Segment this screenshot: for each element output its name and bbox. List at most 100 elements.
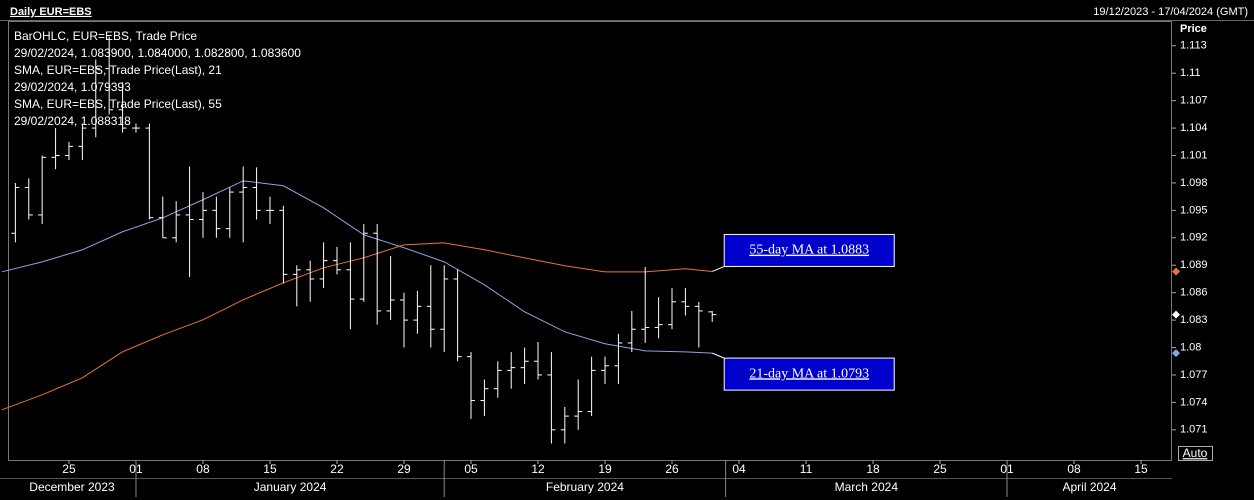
legend-line: 29/02/2024, 1.083900, 1.084000, 1.082800… — [14, 46, 301, 60]
x-tick-label: 25 — [62, 462, 76, 476]
ohlc-bar — [64, 141, 73, 161]
legend-line: 29/02/2024, 1.079393 — [14, 80, 131, 94]
auto-button-label[interactable]: Auto — [1183, 446, 1208, 460]
x-tick-label: 18 — [866, 462, 880, 476]
ohlc-bar — [668, 288, 677, 330]
y-tick-label: 1.071 — [1180, 424, 1208, 436]
ohlc-bar — [252, 167, 261, 220]
ohlc-bar — [547, 352, 556, 444]
month-label: January 2024 — [254, 480, 327, 494]
y-tick-label: 1.107 — [1180, 95, 1208, 107]
x-tick-label: 12 — [531, 462, 545, 476]
ohlc-bar — [172, 201, 181, 243]
ohlc-bar — [105, 36, 114, 115]
ohlc-bar — [587, 356, 596, 417]
ohlc-bar — [614, 333, 623, 385]
annotation-box — [723, 357, 895, 391]
ohlc-bar — [453, 269, 462, 362]
ohlc-bar — [627, 310, 636, 353]
ohlc-bar — [306, 260, 315, 302]
date-range: 19/12/2023 - 17/04/2024 (GMT) — [1093, 6, 1248, 18]
ohlc-bar — [681, 288, 690, 316]
ohlc-bar — [413, 290, 422, 334]
ohlc-bar — [319, 242, 328, 289]
ohlc-bar — [399, 292, 408, 348]
ohlc-bar — [440, 265, 449, 353]
ohlc-bar — [507, 352, 516, 389]
ohlc-bar — [386, 256, 395, 321]
x-tick-label: 19 — [598, 462, 612, 476]
annotation-connector — [712, 352, 725, 359]
last-value-marker — [1172, 267, 1180, 276]
ohlc-bar — [534, 342, 543, 380]
ohlc-bar — [601, 356, 610, 385]
annotation-connector — [712, 265, 725, 272]
annotation-text: 55-day MA at 1.0883 — [749, 243, 869, 258]
ohlc-bar — [185, 166, 194, 278]
x-tick-label: 25 — [933, 462, 947, 476]
ohlc-bar — [118, 82, 127, 133]
month-label: April 2024 — [1062, 480, 1116, 494]
ohlc-bar — [480, 379, 489, 417]
y-tick-label: 1.098 — [1180, 177, 1208, 189]
last-value-marker — [1172, 349, 1180, 358]
y-tick-label: 1.083 — [1180, 314, 1208, 326]
y-axis-label: Price — [1180, 23, 1207, 35]
legend-line: SMA, EUR=EBS, Trade Price(Last), 55 — [14, 97, 222, 111]
y-tick-label: 1.077 — [1180, 369, 1208, 381]
x-tick-label: 11 — [800, 462, 813, 476]
legend-line: SMA, EUR=EBS, Trade Price(Last), 21 — [14, 63, 222, 77]
x-tick-label: 15 — [263, 462, 277, 476]
x-tick-label: 29 — [397, 462, 411, 476]
y-tick-label: 1.104 — [1180, 122, 1208, 134]
ohlc-bar — [265, 196, 274, 225]
y-tick-label: 1.086 — [1180, 287, 1208, 299]
ohlc-bar — [654, 297, 663, 339]
legend-line: BarOHLC, EUR=EBS, Trade Price — [14, 29, 197, 43]
ohlc-bar — [239, 166, 248, 243]
chart-title: Daily EUR=EBS — [10, 6, 92, 18]
ohlc-bar — [145, 123, 154, 220]
ohlc-bar — [78, 123, 87, 161]
ohlc-bar — [11, 182, 20, 243]
month-label: December 2023 — [29, 480, 115, 494]
last-close-marker — [1172, 310, 1180, 319]
month-label: February 2024 — [546, 480, 624, 494]
ohlc-bar — [694, 301, 703, 348]
y-tick-label: 1.08 — [1180, 341, 1201, 353]
ohlc-bar — [346, 242, 355, 330]
y-tick-label: 1.074 — [1180, 396, 1208, 408]
annotation-text: 21-day MA at 1.0793 — [749, 366, 869, 381]
ohlc-bar — [212, 196, 221, 238]
ohlc-bar — [574, 379, 583, 430]
x-tick-label: 04 — [732, 462, 746, 476]
y-tick-label: 1.101 — [1180, 149, 1208, 161]
auto-button[interactable] — [1178, 446, 1213, 461]
y-tick-label: 1.095 — [1180, 204, 1208, 216]
ohlc-bar — [708, 310, 717, 322]
ohlc-bar — [292, 265, 301, 307]
ohlc-bar — [641, 267, 650, 343]
x-tick-label: 26 — [665, 462, 679, 476]
ohlc-bar — [467, 352, 476, 419]
x-tick-label: 15 — [1134, 462, 1148, 476]
ohlc-bar — [426, 265, 435, 348]
x-tick-label: 08 — [196, 462, 210, 476]
ohlc-bar — [198, 192, 207, 238]
ohlc-bar — [493, 361, 502, 398]
x-tick-label: 22 — [330, 462, 344, 476]
ohlc-bar — [373, 224, 382, 325]
ohlc-bar — [91, 59, 100, 138]
ohlc-bar — [51, 128, 60, 170]
ohlc-bar — [38, 155, 47, 225]
ohlc-bar — [131, 123, 140, 133]
ohlc-bar — [560, 406, 569, 444]
annotation-box — [723, 233, 895, 267]
month-label: March 2024 — [835, 480, 899, 494]
x-tick-label: 05 — [464, 462, 478, 476]
ohlc-bar — [225, 187, 234, 238]
x-tick-label: 08 — [1067, 462, 1081, 476]
y-tick-label: 1.089 — [1180, 259, 1208, 271]
